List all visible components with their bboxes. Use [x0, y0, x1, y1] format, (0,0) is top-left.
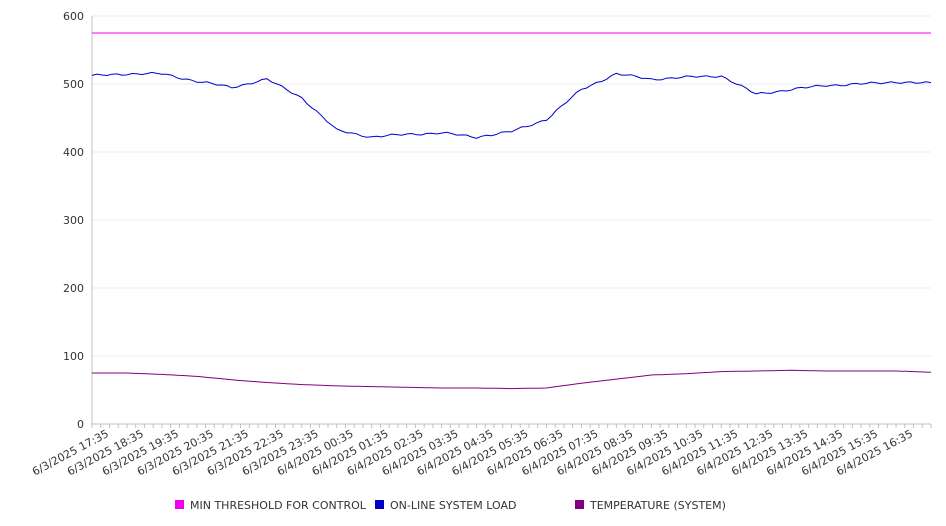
- legend-swatch: [375, 500, 384, 509]
- legend: MIN THRESHOLD FOR CONTROL ON-LINE SYSTEM …: [175, 499, 726, 512]
- y-tick-label: 0: [77, 418, 84, 431]
- y-tick-label: 400: [63, 146, 84, 159]
- legend-label: TEMPERATURE (SYSTEM): [589, 499, 726, 512]
- series-line-3: [92, 369, 932, 390]
- y-tick-label: 200: [63, 282, 84, 295]
- y-tick-label: 500: [63, 78, 84, 91]
- grid-lines: [92, 15, 931, 425]
- axes: [91, 16, 932, 428]
- y-tick-label: 100: [63, 350, 84, 363]
- series-lines: [91, 32, 932, 390]
- y-tick-label: 600: [63, 10, 84, 23]
- legend-label: MIN THRESHOLD FOR CONTROL: [190, 499, 367, 512]
- y-tick-label: 300: [63, 214, 84, 227]
- y-axis-ticks: 0 100 200 300 400 500 600: [63, 10, 84, 431]
- legend-swatch: [175, 500, 184, 509]
- legend-swatch: [575, 500, 584, 509]
- x-axis-ticks: 6/3/2025 17:356/3/2025 18:356/3/2025 19:…: [30, 427, 915, 478]
- legend-label: ON-LINE SYSTEM LOAD: [390, 499, 516, 512]
- series-line-2: [91, 71, 932, 139]
